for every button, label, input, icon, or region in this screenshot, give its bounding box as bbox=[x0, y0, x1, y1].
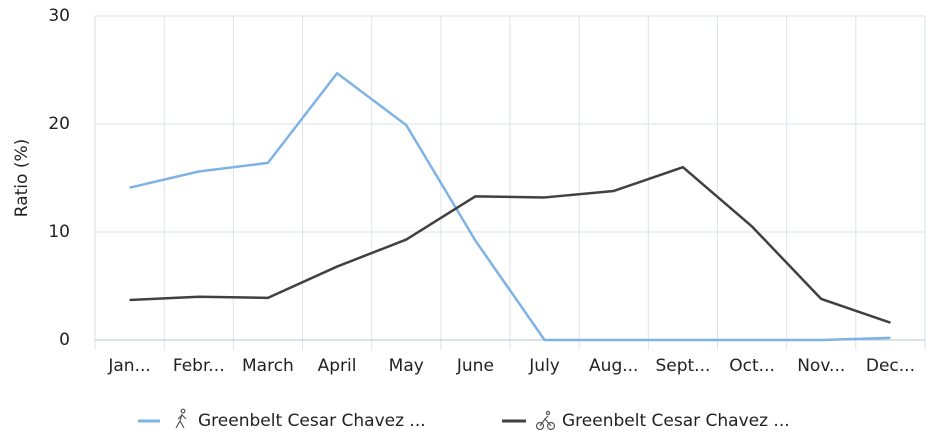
x-tick-label: Aug... bbox=[589, 356, 638, 376]
x-tick-label: April bbox=[318, 356, 357, 376]
x-tick-label: Oct... bbox=[729, 356, 775, 376]
legend-icon-walk bbox=[175, 408, 187, 429]
x-tick-label: Febr... bbox=[173, 356, 225, 376]
y-tick-label: 0 bbox=[59, 330, 70, 350]
series-line bbox=[129, 71, 891, 342]
y-tick-label: 10 bbox=[48, 222, 70, 242]
y-tick-label: 30 bbox=[48, 6, 70, 26]
x-tick-label: Nov... bbox=[797, 356, 845, 376]
legend-icon-bike bbox=[535, 410, 556, 431]
x-tick-label: Sept... bbox=[655, 356, 710, 376]
y-tick-label: 20 bbox=[48, 114, 70, 134]
x-tick-label: March bbox=[242, 356, 294, 376]
series-line bbox=[129, 165, 891, 324]
legend-label: Greenbelt Cesar Chavez ... bbox=[198, 411, 426, 431]
y-axis-label: Ratio (%) bbox=[12, 139, 32, 217]
legend-label: Greenbelt Cesar Chavez ... bbox=[562, 411, 790, 431]
x-tick-label: June bbox=[456, 356, 494, 376]
x-tick-label: Dec... bbox=[866, 356, 915, 376]
x-tick-label: July bbox=[528, 356, 560, 376]
x-tick-label: May bbox=[389, 356, 424, 376]
x-tick-label: Jan... bbox=[107, 356, 150, 376]
